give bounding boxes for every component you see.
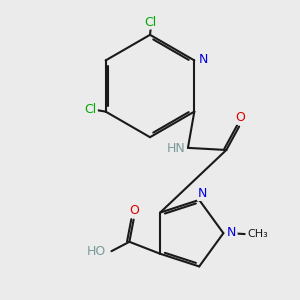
Text: O: O — [130, 204, 140, 217]
Text: CH₃: CH₃ — [247, 229, 268, 239]
Text: HN: HN — [167, 142, 185, 155]
Text: Cl: Cl — [145, 16, 157, 28]
Text: HO: HO — [87, 245, 106, 258]
Text: N: N — [227, 226, 237, 239]
Text: Cl: Cl — [85, 103, 97, 116]
Text: N: N — [198, 187, 207, 200]
Text: N: N — [199, 53, 208, 66]
Text: O: O — [235, 111, 245, 124]
